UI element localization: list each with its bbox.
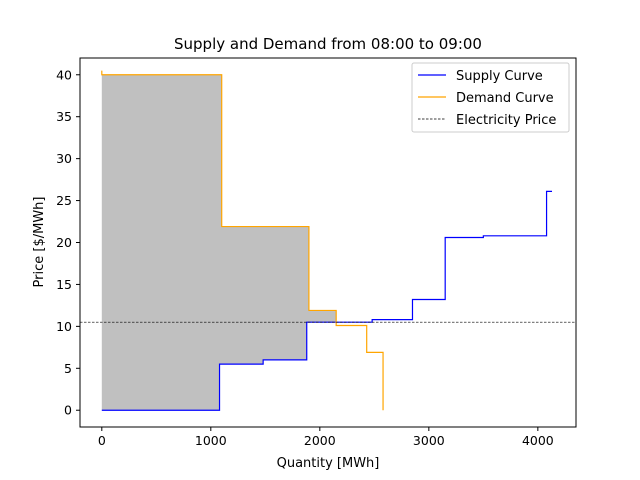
y-tick-label: 25 (56, 193, 72, 208)
legend-box (411, 62, 570, 133)
legend-label-demand: Demand Curve (456, 91, 554, 106)
supply-curve-line (101, 190, 553, 411)
legend-label-supply: Supply Curve (456, 69, 543, 84)
x-tick-label: 2000 (304, 433, 336, 448)
y-tick-label: 35 (56, 109, 72, 124)
demand-curve-line (101, 70, 384, 411)
x-tick-label: 0 (98, 433, 106, 448)
legend-label-price: Electricity Price (456, 113, 556, 128)
y-axis-label: Price [$/MWh] (32, 197, 47, 288)
y-axis: 0 5 10 15 20 25 30 35 40 (56, 67, 80, 418)
y-tick-label: 5 (64, 361, 72, 376)
y-tick-label: 0 (64, 403, 72, 418)
chart-title: Supply and Demand from 08:00 to 09:00 (174, 35, 482, 53)
y-tick-label: 30 (56, 151, 72, 166)
x-axis: 0 1000 2000 3000 4000 (98, 427, 554, 448)
y-tick-label: 20 (56, 235, 72, 250)
y-tick-label: 10 (56, 319, 72, 334)
legend: Supply Curve Demand Curve Electricity Pr… (411, 62, 570, 133)
x-tick-label: 3000 (413, 433, 445, 448)
surplus-shaded-area (101, 74, 337, 411)
x-tick-label: 4000 (522, 433, 554, 448)
y-tick-label: 40 (56, 67, 72, 82)
y-tick-label: 15 (56, 277, 72, 292)
x-axis-label: Quantity [MWh] (277, 456, 380, 471)
plot-area (79, 57, 577, 428)
x-tick-label: 1000 (195, 433, 227, 448)
